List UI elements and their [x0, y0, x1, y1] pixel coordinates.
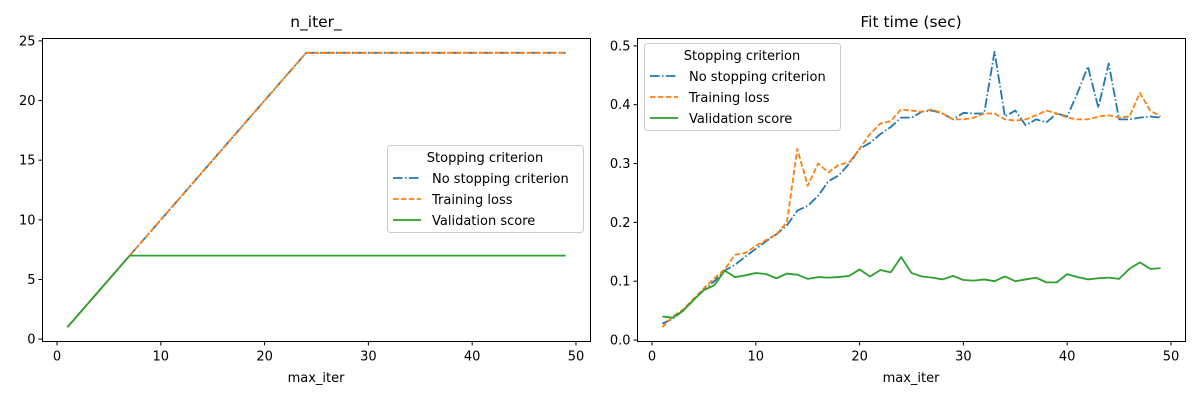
- legend-label-no-stopping: No stopping criterion: [432, 172, 569, 187]
- x-axis-label: max_iter: [883, 371, 941, 386]
- y-tick-label: 5: [27, 273, 35, 288]
- x-tick-label: 40: [464, 350, 481, 365]
- x-tick-label: 30: [955, 350, 972, 365]
- y-tick-label: 0: [27, 333, 35, 348]
- x-tick-label: 0: [53, 350, 61, 365]
- chart-fit-time: Fit time (sec) 0 10 20 30 40 50 0.00.10.20.30…: [610, 13, 1186, 386]
- x-tick-label: 20: [851, 350, 868, 365]
- x-tick-label: 20: [256, 350, 273, 365]
- x-axis-ticks: 0 10 20 30 40 50: [648, 341, 1180, 365]
- y-axis-ticks: 0 5 10 15 20 25: [19, 34, 43, 348]
- y-tick-label: 0.0: [610, 334, 631, 349]
- legend-label-training-loss: Training loss: [431, 193, 513, 208]
- legend-label-validation-score: Validation score: [432, 214, 535, 229]
- legend: Stopping criterion No stopping criterion…: [644, 43, 841, 131]
- series-layer: [66, 51, 566, 328]
- legend-label-no-stopping: No stopping criterion: [689, 70, 826, 85]
- axes-frame: [637, 38, 1186, 342]
- x-tick-label: 0: [648, 350, 656, 365]
- chart-title: n_iter_: [290, 13, 342, 32]
- y-tick-label: 0.2: [610, 216, 631, 231]
- y-tick-label: 20: [19, 94, 36, 109]
- legend-label-validation-score: Validation score: [689, 112, 792, 127]
- y-tick-label: 10: [19, 213, 36, 228]
- y-tick-label: 0.4: [610, 98, 631, 113]
- series-layer: [661, 50, 1162, 328]
- legend-title: Stopping criterion: [427, 151, 543, 166]
- chart-title: Fit time (sec): [860, 13, 961, 31]
- series-line-training-loss: [661, 92, 1162, 328]
- y-axis-ticks: 0.0 0.1 0.2 0.3 0.4 0.5: [610, 39, 638, 349]
- series-line-validation-score: [66, 254, 566, 328]
- x-tick-label: 50: [568, 350, 585, 365]
- x-tick-label: 10: [748, 350, 765, 365]
- series-line-training-loss: [66, 51, 566, 328]
- legend-label-training-loss: Training loss: [688, 91, 770, 106]
- y-tick-label: 0.5: [610, 39, 631, 54]
- x-tick-label: 40: [1059, 350, 1076, 365]
- x-axis-label: max_iter: [288, 371, 346, 386]
- axes-frame: [42, 38, 591, 342]
- legend: Stopping criterion No stopping criterion…: [387, 145, 584, 233]
- y-tick-label: 0.1: [610, 275, 631, 290]
- x-tick-label: 30: [360, 350, 377, 365]
- x-tick-label: 10: [153, 350, 170, 365]
- y-tick-label: 25: [19, 34, 36, 49]
- legend-box: [387, 145, 584, 233]
- legend-box: [644, 43, 841, 131]
- series-line-no-stopping-criterion: [662, 50, 1161, 325]
- x-axis-ticks: 0 10 20 30 40 50: [53, 341, 585, 365]
- x-tick-label: 50: [1163, 350, 1180, 365]
- y-tick-label: 15: [19, 154, 36, 169]
- y-tick-label: 0.3: [610, 157, 631, 172]
- legend-title: Stopping criterion: [684, 49, 800, 64]
- series-line-validation-score: [662, 256, 1161, 319]
